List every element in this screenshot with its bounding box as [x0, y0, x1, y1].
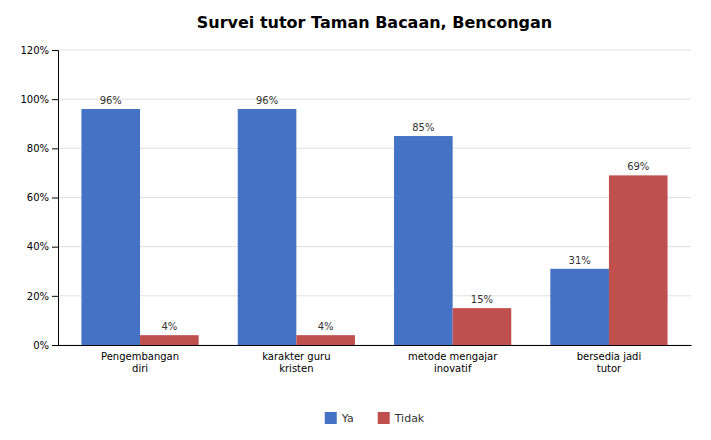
x-axis: Pengembangandiri karakter gurukristen meto… — [59, 346, 692, 374]
x-tick-label: bersedia jaditutor — [577, 351, 641, 374]
y-tick-mark — [52, 296, 58, 297]
x-tick: karakter gurukristen — [262, 351, 330, 374]
bar — [550, 269, 609, 345]
y-axis-line — [52, 51, 59, 346]
y-tick-mark — [52, 148, 58, 149]
data-labels: 96% 96% 85% 31% 4% 4% 15% 69% — [100, 95, 650, 332]
y-tick-label: 20% — [27, 291, 49, 302]
x-tick-label-line: metode mengajar — [408, 351, 498, 362]
y-tick: 100% — [20, 94, 58, 105]
legend-swatch — [378, 412, 390, 424]
x-tick-label-line: Pengembangan — [101, 351, 179, 362]
y-tick-mark — [52, 50, 58, 51]
x-tick-label-line: bersedia jadi — [577, 351, 641, 362]
data-label: 4% — [318, 321, 334, 332]
bar — [453, 308, 512, 345]
x-tick-label-line: kristen — [279, 363, 313, 374]
y-tick-label: 40% — [27, 241, 49, 252]
x-tick-label: karakter gurukristen — [262, 351, 330, 374]
x-axis-line — [59, 345, 692, 346]
title: Survei tutor Taman Bacaan, Bencongan — [197, 13, 552, 32]
grid-line — [58, 246, 691, 247]
data-label: 4% — [161, 321, 177, 332]
x-tick-label: metode mengajarinovatif — [408, 351, 498, 374]
y-tick-mark — [52, 247, 58, 248]
bar — [140, 335, 199, 345]
legend-item: Tidak — [378, 412, 425, 425]
bars — [81, 109, 667, 345]
x-tick-label-line: karakter guru — [262, 351, 330, 362]
data-label: 15% — [471, 294, 493, 305]
bar — [81, 109, 140, 345]
data-label: 85% — [412, 122, 434, 133]
x-tick-label-line: inovatif — [434, 363, 472, 374]
y-tick-label: 60% — [27, 192, 49, 203]
bar — [296, 335, 355, 345]
bar — [238, 109, 297, 345]
y-tick-label: 100% — [20, 94, 49, 105]
y-tick: 80% — [27, 143, 58, 154]
grid-line — [58, 148, 691, 149]
data-label: 96% — [256, 95, 278, 106]
y-tick: 40% — [27, 241, 58, 252]
data-label: 31% — [569, 255, 591, 266]
y-tick-label: 120% — [20, 45, 49, 56]
x-tick-label: Pengembangandiri — [101, 351, 179, 374]
grid-line — [58, 50, 691, 51]
y-tick: 60% — [27, 192, 58, 203]
y-tick: 120% — [20, 45, 58, 56]
bar-series — [140, 175, 668, 345]
legend: Ya Tidak — [325, 412, 425, 425]
legend-label: Ya — [341, 412, 354, 425]
bar-series — [81, 109, 609, 345]
legend-label: Tidak — [394, 412, 425, 425]
y-tick-label: 0% — [33, 340, 49, 351]
y-tick-mark — [52, 99, 58, 100]
x-tick: metode mengajarinovatif — [408, 351, 498, 374]
y-tick: 0% — [33, 340, 58, 351]
chart: 96% 96% 85% 31% 4% 4% 15% 69% 0% 20% 40% 60% 80% 100%… — [0, 0, 711, 440]
grid-line — [58, 197, 691, 198]
bar — [394, 136, 453, 345]
y-tick-mark — [52, 198, 58, 199]
data-label: 96% — [100, 95, 122, 106]
plot: 96% 96% 85% 31% 4% 4% 15% 69% 0% 20% 40% 60% 80% 100%… — [20, 45, 691, 374]
x-tick: bersedia jaditutor — [577, 351, 641, 374]
x-tick: Pengembangandiri — [101, 351, 179, 374]
bar — [609, 175, 668, 345]
y-axis: 0% 20% 40% 60% 80% 100% 120% — [20, 45, 58, 351]
grid-line — [58, 99, 691, 100]
y-tick-label: 80% — [27, 143, 49, 154]
y-tick-mark — [52, 345, 58, 346]
grid — [58, 50, 691, 345]
y-tick: 20% — [27, 291, 58, 302]
x-tick-label-line: diri — [132, 363, 148, 374]
x-tick-label-line: tutor — [597, 363, 622, 374]
legend-item: Ya — [325, 412, 354, 425]
data-label: 69% — [627, 161, 649, 172]
legend-swatch — [325, 412, 337, 424]
